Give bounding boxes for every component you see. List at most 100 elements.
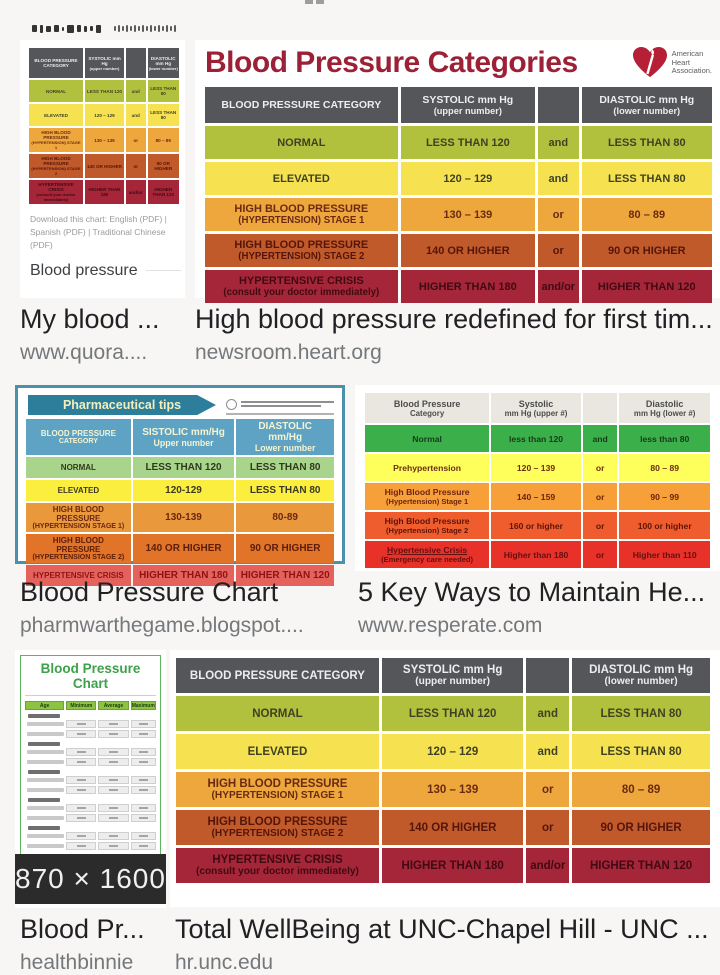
- status-glyph: [40, 24, 43, 33]
- table-row: NORMAL LESS THAN 120 and LESS THAN 80: [205, 126, 712, 159]
- value-cell: [98, 786, 129, 794]
- table-row: NORMAL LESS THAN 120 and LESS THAN 80: [176, 696, 710, 731]
- range-label: [27, 844, 65, 848]
- diastolic-cell: 90 OR HIGHER: [581, 234, 712, 267]
- header-diastolic: DIASTOLIC mm Hg (lower number): [147, 48, 179, 78]
- image-result-pharma-chart[interactable]: Pharmaceutical tips BLOOD PRESSURE CATEGO…: [15, 385, 345, 586]
- systolic-cell: less than 120: [491, 425, 581, 452]
- systolic-cell: 140 OR HIGHER: [381, 810, 524, 845]
- systolic-cell: 120 – 129: [400, 162, 535, 195]
- image-result-aha-chart[interactable]: Blood Pressure Categories American Heart…: [195, 40, 720, 303]
- conjunction-cell: or: [126, 128, 146, 152]
- value-cell: [130, 758, 156, 766]
- table-row: HYPERTENSIVE CRISIS (consult your doctor …: [29, 180, 179, 204]
- diastolic-cell: LESS THAN 80: [147, 80, 179, 102]
- systolic-cell: 130-139: [132, 503, 235, 532]
- age-data-row: [25, 720, 156, 728]
- image-result-unc-chart[interactable]: BLOOD PRESSURE CATEGORY SYSTOLIC mm Hg (up…: [170, 650, 720, 907]
- conjunction-cell: and/or: [538, 270, 579, 303]
- table-header-row: BLOOD PRESSURE CATEGORY SYSTOLIC mm Hg (up…: [29, 48, 179, 78]
- systolic-cell: 160 or higher: [491, 512, 581, 539]
- age-data-row: [25, 776, 156, 784]
- age-data-row: [25, 814, 156, 822]
- table-row: HIGH BLOOD PRESSURE (HYPERTENSION STAGE 2…: [26, 534, 334, 563]
- status-glyph: [32, 25, 37, 32]
- category-cell: HYPERTENSIVE CRISIS: [26, 565, 131, 586]
- result-caption[interactable]: 5 Key Ways to Maintain He... www.respera…: [358, 576, 718, 638]
- notch-mark: [305, 0, 313, 4]
- systolic-cell: Higher than 180: [491, 541, 581, 568]
- status-glyph: [126, 25, 128, 32]
- table-row: HYPERTENSIVE CRISIS (consult your doctor …: [176, 848, 710, 883]
- value-cell: [66, 720, 97, 728]
- conjunction-cell: and/or: [126, 180, 146, 204]
- result-title: My blood ...: [20, 304, 160, 334]
- value-cell: [66, 832, 97, 840]
- logo-text: American Heart Association.: [671, 49, 712, 76]
- table-row: HIGH BLOOD PRESSURE (HYPERTENSION) STAGE …: [205, 234, 712, 267]
- value-cell: [98, 730, 129, 738]
- result-caption[interactable]: Blood Pressure Chart pharmwarthegame.blo…: [20, 576, 350, 638]
- diastolic-cell: HIGHER THAN 120: [236, 565, 334, 586]
- diastolic-cell: 100 or higher: [619, 512, 710, 539]
- pharma-fine-print: [241, 401, 334, 407]
- conjunction-cell: or: [582, 483, 618, 510]
- category-cell: HIGH BLOOD PRESSURE (HYPERTENSION) STAGE …: [176, 772, 379, 807]
- result-caption[interactable]: Total WellBeing at UNC-Chapel Hill - UNC…: [175, 913, 720, 975]
- diastolic-cell: LESS THAN 80: [236, 480, 334, 501]
- value-cell: [66, 730, 97, 738]
- result-source-url: pharmwarthegame.blogspot....: [20, 614, 304, 638]
- notch-mark: [316, 0, 324, 4]
- conjunction-cell: and: [126, 104, 146, 126]
- value-cell: [130, 832, 156, 840]
- diastolic-cell: 80 – 89: [581, 198, 712, 231]
- result-caption[interactable]: Blood Pr... healthbinnie: [20, 913, 170, 975]
- result-caption[interactable]: High blood pressure redefined for first …: [195, 303, 717, 365]
- download-chart-text: Download this chart: English (PDF) | Spa…: [30, 214, 167, 251]
- value-cell: [66, 804, 97, 812]
- value-cell: [66, 776, 97, 784]
- result-caption[interactable]: My blood ... www.quora....: [20, 303, 188, 365]
- category-cell: HIGH BLOOD PRESSURE (HYPERTENSION) STAGE …: [29, 154, 83, 178]
- status-glyph: [146, 26, 148, 31]
- table-row: ELEVATED 120 – 129 and LESS THAN 80: [29, 104, 179, 126]
- image-dimensions-badge: 870 × 1600: [15, 854, 166, 904]
- category-cell: NORMAL: [29, 80, 83, 102]
- systolic-cell: 120 – 129: [381, 734, 524, 769]
- header-category: Blood Pressure Category: [365, 393, 490, 423]
- header-systolic: SYSTOLIC mm Hg (upper number): [381, 658, 524, 693]
- image-result-thumbnail-quora[interactable]: BLOOD PRESSURE CATEGORY SYSTOLIC mm Hg (up…: [20, 40, 185, 298]
- conjunction-cell: and: [538, 162, 579, 195]
- header-systolic: SYSTOLIC mm Hg (upper number): [400, 87, 535, 123]
- conjunction-cell: or: [538, 234, 579, 267]
- range-label: [27, 732, 65, 736]
- bp-categories-table: BLOOD PRESSURE CATEGORY SYSTOLIC mm Hg (up…: [176, 658, 710, 883]
- table-row: HIGH BLOOD PRESSURE (HYPERTENSION STAGE 1…: [26, 503, 334, 532]
- table-row: High Blood Pressure (Hypertension) Stage …: [365, 512, 710, 539]
- table-row: Prehypertension 120 – 139 or 80 – 89: [365, 454, 710, 481]
- heart-torch-icon: [632, 46, 667, 78]
- systolic-cell: LESS THAN 120: [85, 80, 124, 102]
- status-glyph: [166, 25, 168, 32]
- category-cell: NORMAL: [26, 457, 131, 478]
- category-cell: High Blood Pressure (Hypertension) Stage …: [365, 512, 490, 539]
- conjunction-cell: or: [526, 810, 570, 845]
- value-cell: [98, 832, 129, 840]
- range-label: [27, 788, 65, 792]
- value-cell: [130, 804, 156, 812]
- table-row: HIGH BLOOD PRESSURE (HYPERTENSION) STAGE …: [29, 128, 179, 152]
- image-result-resperate-chart[interactable]: Blood Pressure Category Systolic mm Hg (upp…: [355, 385, 720, 571]
- category-cell: NORMAL: [176, 696, 379, 731]
- header-systolic: Systolic mm Hg (upper #): [491, 393, 581, 423]
- status-glyph: [84, 25, 87, 32]
- age-data-row: [25, 786, 156, 794]
- age-group-label: [28, 714, 60, 718]
- status-glyph: [114, 26, 116, 31]
- image-result-age-bp-chart[interactable]: Blood Pressure Chart Age Minimum Average Ma…: [15, 650, 166, 908]
- chart-title: Blood Pressure Categories: [205, 46, 578, 79]
- category-cell: Prehypertension: [365, 454, 490, 481]
- conjunction-cell: or: [526, 772, 570, 807]
- status-glyph: [62, 26, 64, 31]
- systolic-cell: LESS THAN 120: [381, 696, 524, 731]
